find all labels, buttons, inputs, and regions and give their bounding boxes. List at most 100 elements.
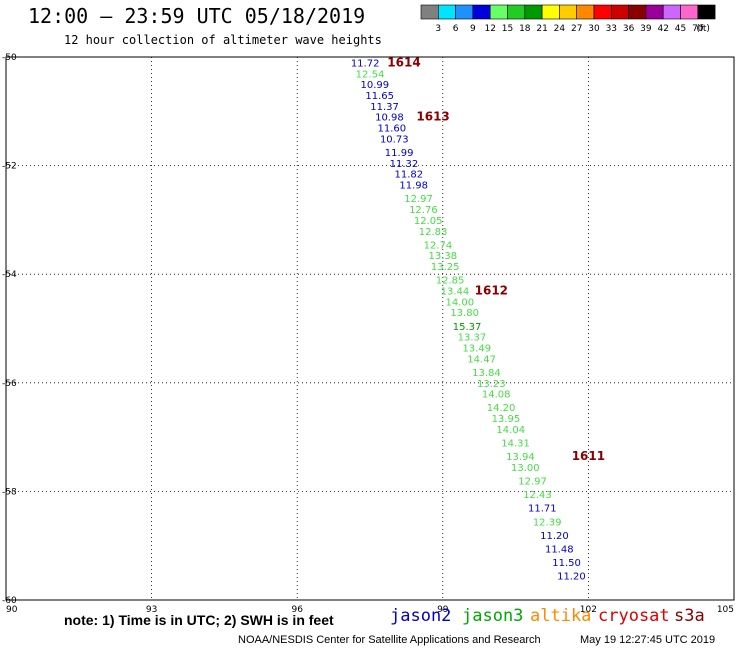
- colorbar-label: 45: [675, 24, 686, 34]
- colorbar-swatch: [541, 4, 560, 20]
- colorbar-swatch: [524, 4, 543, 20]
- footer-timestamp: May 19 12:27:45 UTC 2019: [580, 634, 716, 646]
- wave-height-label: 11.72: [351, 58, 380, 69]
- y-tick-label: -60: [2, 596, 17, 606]
- wave-height-label: 12.97: [404, 194, 433, 205]
- wave-height-label: 11.82: [395, 170, 424, 181]
- x-tick-label: 90: [6, 605, 18, 615]
- wave-height-label: 12.54: [356, 69, 385, 80]
- wave-height-label: 12.97: [518, 477, 547, 488]
- y-tick-label: -58: [2, 487, 17, 497]
- wave-height-label: 13.44: [441, 286, 470, 297]
- legend-s3a: s3a: [674, 606, 705, 626]
- wave-height-label: 14.47: [467, 354, 496, 365]
- colorbar-label: 70: [692, 24, 704, 34]
- colorbar-swatch: [437, 4, 456, 20]
- chart-subtitle: 12 hour collection of altimeter wave hei…: [64, 33, 382, 47]
- wave-height-label: 12.05: [414, 216, 443, 227]
- x-tick-label: 99: [437, 605, 449, 615]
- colorbar-swatch: [455, 4, 474, 20]
- y-tick-label: -50: [2, 53, 17, 63]
- colorbar-swatch: [489, 4, 508, 20]
- colorbar-label: 9: [470, 24, 476, 34]
- colorbar-label: 18: [519, 24, 531, 34]
- time-label: 1614: [387, 55, 420, 69]
- wave-height-label: 12.39: [533, 517, 562, 528]
- time-label: 1613: [416, 110, 449, 124]
- wave-height-label: 14.00: [445, 297, 474, 308]
- colorbar-swatch: [420, 4, 439, 20]
- colorbar-label: 36: [623, 24, 635, 34]
- colorbar-swatch: [697, 4, 716, 20]
- wave-height-label: 11.20: [557, 572, 586, 583]
- x-tick-label: 93: [146, 605, 157, 615]
- colorbar-label: 15: [502, 24, 513, 34]
- time-label: 1612: [475, 283, 508, 297]
- wave-height-label: 13.25: [431, 262, 460, 273]
- colorbar-label: 33: [606, 24, 617, 34]
- x-tick-label: 105: [717, 605, 734, 615]
- plot-frame: [5, 56, 735, 601]
- wave-height-label: 11.50: [552, 558, 581, 569]
- wave-height-label: 10.98: [375, 113, 404, 124]
- colorbar-label: 3: [435, 24, 441, 34]
- footer-credit: NOAA/NESDIS Center for Satellite Applica…: [238, 634, 541, 646]
- wave-height-label: 12.85: [436, 276, 465, 287]
- colorbar-label: 24: [554, 24, 566, 34]
- x-tick-label: 96: [291, 605, 303, 615]
- chart-axes: 90 93 96 99 102 105 -50 -52 -54 -56 -58 -60: [2, 53, 735, 615]
- chart-grid: [6, 57, 734, 600]
- colorbar-swatch: [593, 4, 612, 20]
- y-tick-label: -52: [2, 162, 17, 172]
- wave-height-label: 13.84: [472, 368, 501, 379]
- chart-title: 12:00 – 23:59 UTC 05/18/2019: [28, 4, 366, 28]
- wave-height-label: 11.60: [378, 124, 407, 135]
- wave-height-label: 14.08: [482, 390, 511, 401]
- wave-height-label: 13.95: [492, 414, 521, 425]
- legend-altika: altika: [530, 606, 592, 626]
- chart-marks: 11.7212.5410.9911.6511.3710.9811.6010.73…: [351, 55, 605, 582]
- colorbar-swatch: [680, 4, 699, 20]
- colorbar-label: 27: [571, 24, 582, 34]
- wave-height-label: 11.32: [390, 159, 419, 170]
- x-tick-label: 102: [580, 605, 597, 615]
- y-tick-label: -54: [2, 270, 17, 280]
- colorbar-swatch: [662, 4, 681, 20]
- y-tick-label: -56: [2, 379, 17, 389]
- colorbar-label: 6: [453, 24, 459, 34]
- wave-height-label: 14.20: [487, 403, 516, 414]
- wave-height-label: 11.99: [385, 148, 414, 159]
- wave-height-label: 15.37: [453, 322, 482, 333]
- colorbar-swatch: [507, 4, 526, 20]
- wave-height-label: 12.43: [523, 490, 552, 501]
- wave-height-label: 11.71: [528, 504, 557, 515]
- wave-height-label: 11.37: [370, 102, 399, 113]
- wave-height-label: 12.74: [424, 240, 453, 251]
- wave-height-label: 10.73: [380, 134, 409, 145]
- colorbar-label: 12: [484, 24, 495, 34]
- colorbar-label: 42: [657, 24, 668, 34]
- wave-height-label: 12.83: [419, 227, 448, 238]
- time-label: 1611: [572, 449, 605, 463]
- wave-height-label: 11.20: [540, 531, 569, 542]
- wave-height-label: 13.37: [458, 333, 487, 344]
- footer-note: note: 1) Time is in UTC; 2) SWH is in fe…: [64, 612, 334, 628]
- colorbar-unit: (ft): [696, 24, 710, 34]
- colorbar-swatch: [645, 4, 664, 20]
- wave-height-label: 13.00: [511, 463, 540, 474]
- wave-height-label: 14.31: [501, 439, 530, 450]
- colorbar-label: 30: [588, 24, 600, 34]
- colorbar-label: 21: [536, 24, 547, 34]
- wave-height-label: 13.23: [477, 379, 506, 390]
- wave-height-label: 12.76: [409, 205, 438, 216]
- colorbar-swatch: [628, 4, 647, 20]
- colorbar-swatch: [472, 4, 491, 20]
- wave-height-label: 14.04: [496, 425, 525, 436]
- wave-height-label: 11.98: [399, 181, 428, 192]
- color-legend: 3 6 9 12 15 18 21 24 27 30 33 36 39 42 45 70(ft): [420, 4, 716, 34]
- wave-height-label: 11.65: [365, 91, 394, 102]
- colorbar-label: 39: [640, 24, 652, 34]
- colorbar-swatch: [610, 4, 629, 20]
- wave-height-label: 13.80: [450, 308, 479, 319]
